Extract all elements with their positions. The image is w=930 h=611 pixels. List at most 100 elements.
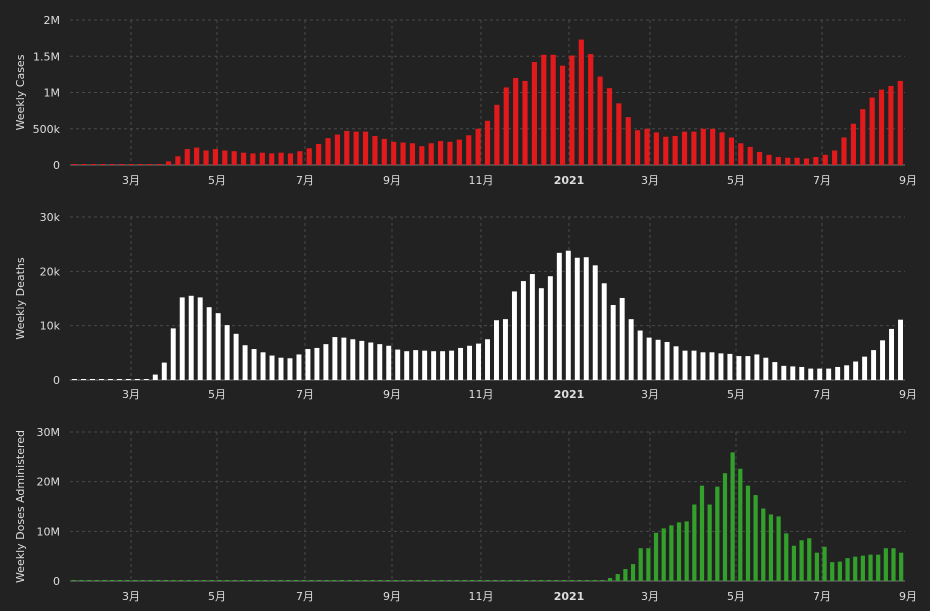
- bar: [799, 366, 805, 380]
- bar: [476, 343, 481, 380]
- bar: [607, 578, 613, 581]
- bar: [178, 580, 184, 581]
- x-tick-label: 9月: [383, 388, 401, 401]
- bar: [493, 580, 498, 581]
- bar: [736, 356, 742, 380]
- bar: [255, 580, 260, 581]
- bar: [224, 580, 230, 581]
- bar: [610, 305, 616, 380]
- bar: [738, 143, 744, 165]
- bar: [222, 150, 228, 165]
- bar: [232, 580, 237, 581]
- bar: [862, 356, 868, 380]
- x-tick-label: 3月: [641, 388, 659, 401]
- bar: [520, 281, 526, 380]
- bar: [791, 545, 797, 581]
- bar: [385, 580, 391, 581]
- bar: [240, 580, 245, 581]
- bar: [761, 508, 766, 581]
- bar: [147, 164, 153, 165]
- x-tick-label: 3月: [641, 590, 659, 603]
- bar: [728, 137, 735, 165]
- x-tick-label: 5月: [208, 388, 226, 401]
- bar: [554, 580, 559, 581]
- bar: [286, 580, 291, 581]
- y-tick-label: 0: [53, 159, 60, 172]
- bar: [584, 580, 590, 581]
- bar: [184, 149, 190, 165]
- x-tick-label: 5月: [727, 590, 745, 603]
- bar: [511, 291, 517, 380]
- bar: [547, 276, 553, 380]
- y-tick-label: 2M: [44, 14, 61, 27]
- bar: [381, 138, 387, 165]
- bar: [81, 164, 87, 165]
- bar: [458, 347, 464, 380]
- bar: [89, 379, 95, 380]
- bar: [781, 365, 787, 380]
- bar: [175, 156, 181, 165]
- bar: [813, 157, 819, 165]
- y-tick-label: 500k: [33, 123, 61, 136]
- bar: [869, 97, 875, 165]
- y-tick-label: 30k: [40, 211, 61, 224]
- bar: [601, 283, 607, 380]
- bar: [835, 366, 841, 380]
- bar: [324, 580, 329, 581]
- bar: [155, 580, 161, 581]
- bar: [638, 548, 643, 581]
- bar: [646, 337, 652, 380]
- y-tick-label: 10k: [40, 320, 61, 333]
- bar: [152, 374, 158, 380]
- bar: [661, 528, 666, 581]
- bar: [269, 153, 275, 165]
- bar: [655, 339, 661, 380]
- bar: [588, 54, 594, 165]
- bar: [531, 580, 536, 581]
- bar: [240, 152, 247, 165]
- bar: [171, 580, 176, 581]
- bar: [163, 580, 168, 581]
- bar: [583, 257, 589, 380]
- x-tick-label: 9月: [383, 590, 401, 603]
- bar: [431, 580, 436, 581]
- bar: [844, 365, 850, 380]
- bar: [860, 109, 866, 165]
- bar: [637, 330, 643, 380]
- bar: [644, 128, 650, 165]
- bar: [278, 357, 284, 380]
- bar: [529, 274, 535, 380]
- bar: [772, 362, 778, 380]
- bar: [871, 350, 877, 380]
- x-tick-label: 2021: [554, 590, 585, 603]
- bar: [117, 580, 122, 581]
- x-tick-label: 5月: [727, 388, 745, 401]
- bar: [339, 580, 345, 581]
- bar: [692, 504, 697, 581]
- bar: [727, 353, 733, 380]
- x-tick-label: 9月: [899, 174, 917, 187]
- bar: [663, 136, 669, 165]
- bar: [393, 580, 398, 581]
- bar: [306, 148, 312, 165]
- bar: [148, 580, 153, 581]
- bar: [822, 154, 828, 165]
- bar: [841, 137, 847, 165]
- bar: [616, 103, 622, 166]
- bar: [350, 339, 356, 380]
- bar: [431, 351, 437, 380]
- bar: [81, 379, 86, 380]
- bar: [409, 143, 416, 165]
- y-tick-label: 20k: [40, 265, 61, 278]
- bar: [502, 319, 508, 380]
- bar: [853, 361, 859, 380]
- bar: [90, 164, 97, 165]
- x-tick-label: 11月: [469, 174, 494, 187]
- bar: [156, 164, 162, 165]
- bar: [194, 147, 200, 165]
- bar: [107, 379, 113, 380]
- bar: [747, 146, 753, 166]
- bar: [709, 352, 715, 380]
- bar: [523, 580, 528, 581]
- bar: [623, 569, 628, 581]
